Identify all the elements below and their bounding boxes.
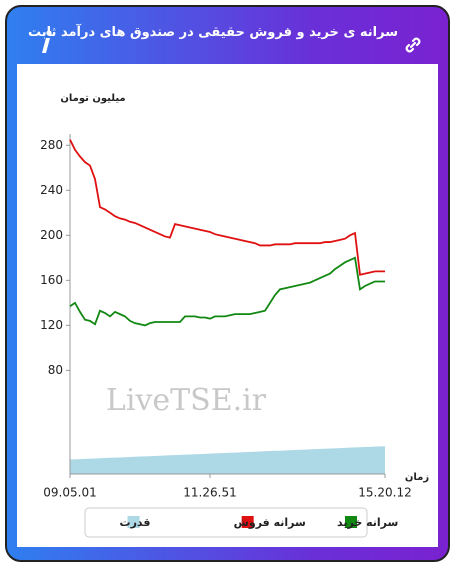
- y-tick-label: 80: [48, 363, 63, 377]
- x-tick-label: 15.20.12: [358, 486, 411, 500]
- x-tick-label: 11.26.51: [183, 486, 236, 500]
- line: [69, 256, 385, 327]
- link-icon[interactable]: [403, 35, 423, 55]
- card-title: سرانه ی خرید و فروش حقیقی در صندوق های د…: [28, 25, 398, 40]
- x-tick-label: 09.05.01: [43, 486, 96, 500]
- legend-swatch: [241, 516, 254, 528]
- legend-label: قدرت: [120, 516, 151, 529]
- y-tick-label: 200: [40, 228, 63, 242]
- plot: [66, 134, 386, 478]
- watermark: LiveTSE.ir: [106, 383, 267, 418]
- info-icon[interactable]: [33, 29, 63, 59]
- legend-label: سرانه فروش: [234, 516, 306, 529]
- legend-swatch: [345, 516, 357, 528]
- area: [70, 446, 385, 474]
- legend-label: سرانه خرید: [337, 516, 398, 529]
- y-tick-label: 280: [40, 138, 63, 152]
- y-tick-label: 120: [40, 318, 63, 332]
- x-axis-label: زمان: [405, 472, 429, 483]
- y-tick-label: 240: [40, 183, 63, 197]
- y-axis-label: میلیون تومان: [60, 93, 125, 104]
- card-header: سرانه ی خرید و فروش حقیقی در صندوق های د…: [7, 7, 448, 63]
- legend-swatch: [127, 516, 140, 528]
- legend-box: [84, 507, 368, 538]
- line: [69, 139, 385, 276]
- y-tick-label: 160: [40, 273, 63, 287]
